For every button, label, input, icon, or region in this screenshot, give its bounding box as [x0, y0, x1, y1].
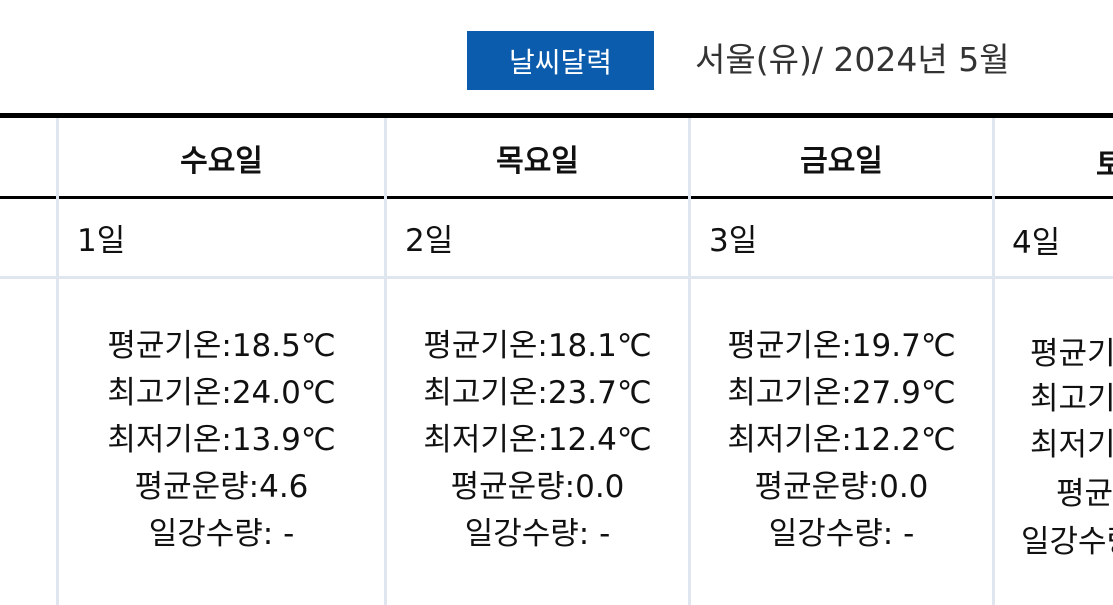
table-top-border [0, 113, 1113, 118]
avg-cloud: 평균운량 [1056, 476, 1113, 512]
weekday-header: 금요일 [800, 143, 883, 179]
max-temp: 최고기온:23.7℃ [423, 375, 652, 411]
daily-rain: 일강수량: - [464, 516, 611, 552]
min-temp: 최저기온:12.2℃ [727, 422, 956, 458]
min-temp: 최저기온 [1030, 427, 1113, 463]
min-temp: 최저기온:12.4℃ [423, 422, 652, 458]
date-label: 1일 [77, 222, 126, 259]
column-divider [992, 118, 995, 605]
day-cell[interactable]: 평균기온:19.7℃ 최고기온:27.9℃ 최저기온:12.2℃ 평균운량:0.… [691, 323, 992, 558]
daily-rain: 일강수량: - [768, 516, 915, 552]
avg-temp: 평균기온:18.5℃ [107, 328, 336, 364]
page-title: 서울(유)/ 2024년 5월 [695, 40, 1010, 79]
weekday-header: 수요일 [180, 143, 263, 179]
column-divider [384, 118, 387, 605]
daily-rain: 일강수량: - [148, 516, 295, 552]
avg-temp: 평균기온:18.1℃ [423, 328, 652, 364]
date-divider [0, 276, 1113, 279]
min-temp: 최저기온:13.9℃ [107, 422, 336, 458]
max-temp: 최고기온 [1030, 381, 1113, 417]
column-divider [56, 118, 59, 605]
weather-calendar-badge[interactable]: 날씨달력 [467, 31, 654, 90]
weekday-header: 목요일 [496, 143, 579, 179]
header-divider [0, 196, 1113, 199]
max-temp: 최고기온:27.9℃ [727, 375, 956, 411]
avg-cloud: 평균운량:0.0 [450, 469, 625, 505]
avg-cloud: 평균운량:4.6 [134, 469, 309, 505]
date-label: 2일 [405, 222, 454, 259]
max-temp: 최고기온:24.0℃ [107, 375, 336, 411]
avg-cloud: 평균운량:0.0 [754, 469, 929, 505]
day-cell[interactable]: 평균기온:18.1℃ 최고기온:23.7℃ 최저기온:12.4℃ 평균운량:0.… [387, 323, 688, 558]
day-cell[interactable]: 평균기온:18.5℃ 최고기온:24.0℃ 최저기온:13.9℃ 평균운량:4.… [59, 323, 384, 558]
avg-temp: 평균기온:19.7℃ [727, 328, 956, 364]
daily-rain: 일강수량 [1021, 524, 1113, 560]
weekday-header: 토요일 [1096, 148, 1113, 183]
day-cell-partial[interactable]: 토요일 4일 평균기온 최고기온 최저기온 평균운량 일강수량 [996, 118, 1113, 605]
date-label: 3일 [709, 222, 758, 259]
avg-temp: 평균기온 [1030, 336, 1113, 372]
column-divider [688, 118, 691, 605]
date-label: 4일 [1012, 225, 1061, 261]
